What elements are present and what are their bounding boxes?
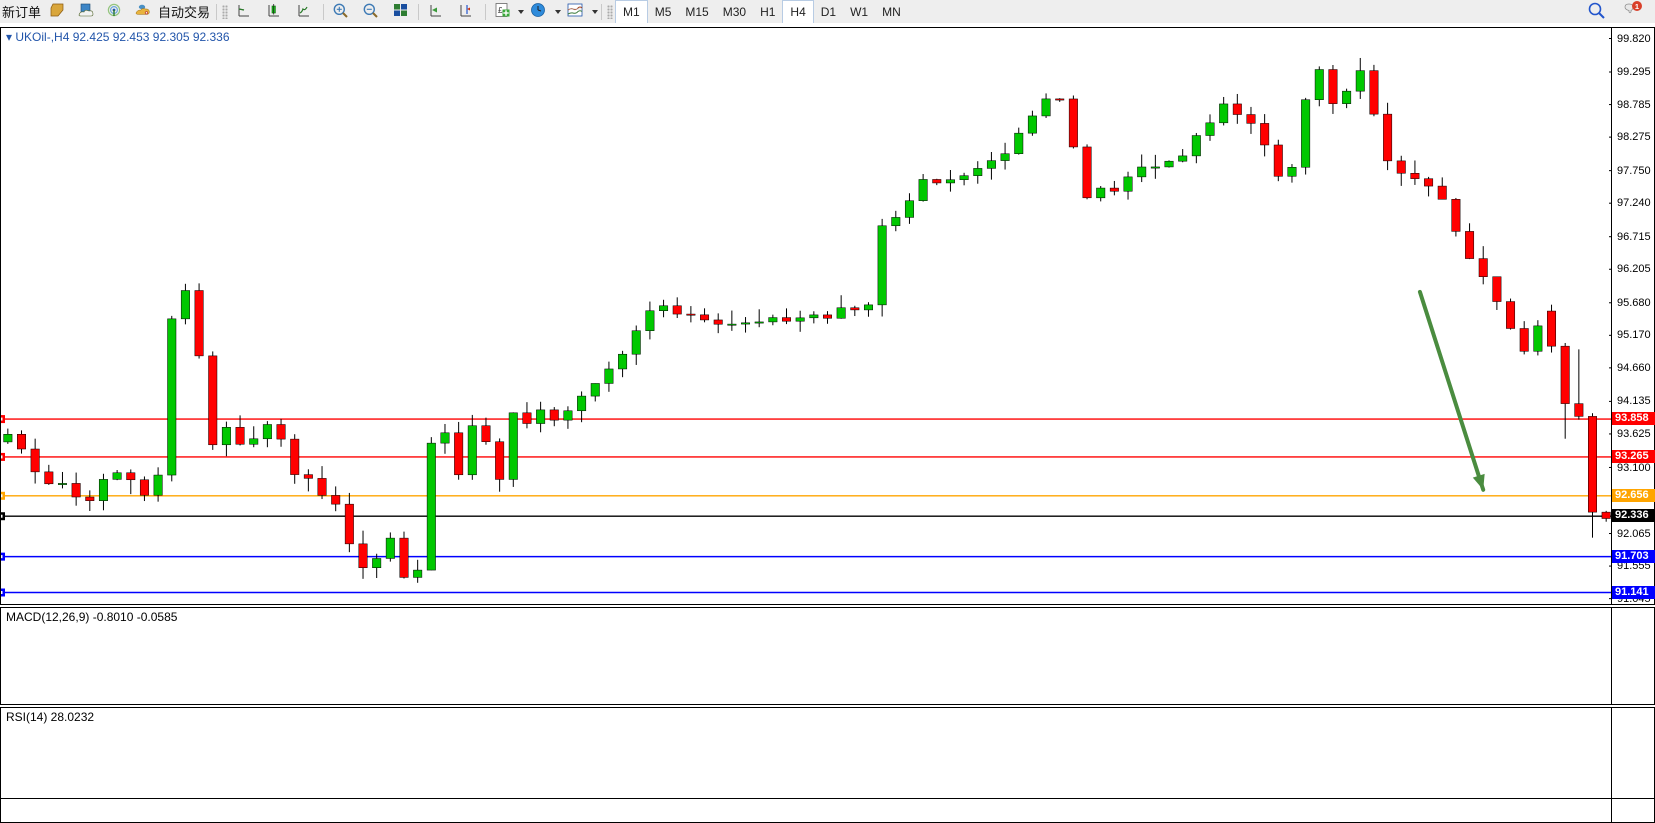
svg-text:£: £ [498, 6, 503, 15]
svg-text:1: 1 [1635, 2, 1639, 11]
